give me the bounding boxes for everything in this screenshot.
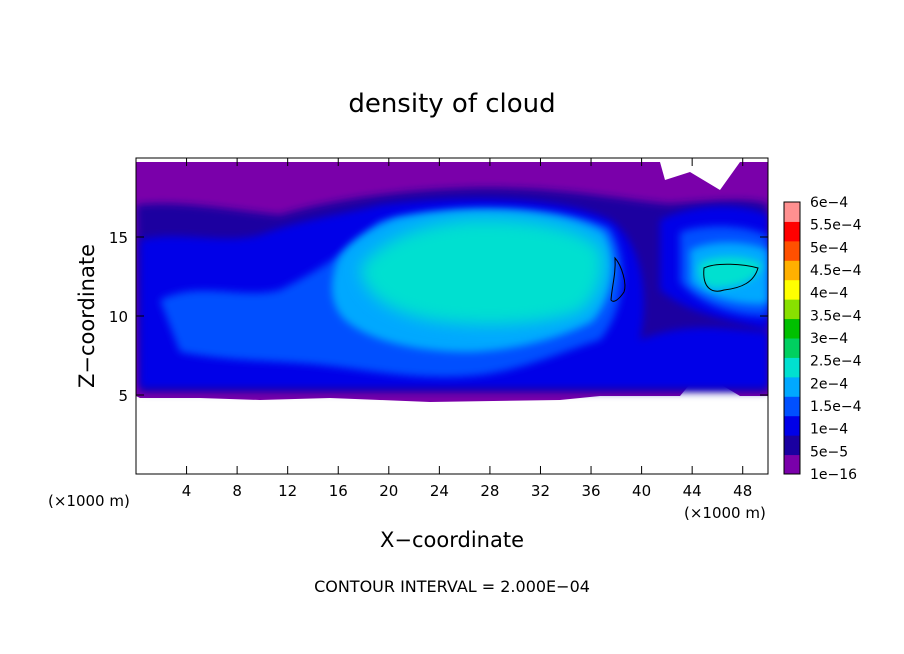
x-axis-ticks: 4 8 12 16 20 24 28 32 36 40 44 48 <box>182 158 752 500</box>
y-axis-label: Z−coordinate <box>75 244 99 388</box>
contour-line-left <box>610 256 626 302</box>
x-tick-label: 16 <box>329 482 348 500</box>
contour-line-right <box>703 263 759 292</box>
x-tick-label: 4 <box>182 482 192 500</box>
x-tick-label: 20 <box>379 482 398 500</box>
chart-title: density of cloud <box>348 89 555 119</box>
colorbar-swatch <box>784 202 800 222</box>
colorbar-swatch <box>784 338 800 358</box>
colorbar-label: 5.5e−4 <box>810 218 862 234</box>
colorbar-swatch <box>784 240 800 261</box>
colorbar-swatch <box>784 435 800 456</box>
plot-area <box>136 158 768 474</box>
x-tick-label: 44 <box>683 482 702 500</box>
colorbar-label: 1e−16 <box>810 467 857 483</box>
colorbar-swatch <box>784 279 800 300</box>
y-axis-ticks: 5 10 15 <box>109 229 768 405</box>
x-tick-label: 28 <box>480 482 499 500</box>
colorbar-swatch <box>784 376 800 397</box>
colorbar-label: 1.5e−4 <box>810 399 862 415</box>
colorbar-label: 4.5e−4 <box>810 263 862 279</box>
x-unit-right: (×1000 m) <box>684 504 766 522</box>
colorbar-label: 1e−4 <box>810 422 848 438</box>
colorbar-swatch <box>784 318 800 339</box>
colorbar-swatch <box>784 415 800 436</box>
x-axis-label: X−coordinate <box>380 528 524 552</box>
colorbar-label: 3e−4 <box>810 331 848 347</box>
colorbar-label: 3.5e−4 <box>810 308 862 324</box>
x-tick-label: 24 <box>430 482 449 500</box>
colorbar-frame <box>783 201 801 475</box>
y-tick-label: 10 <box>109 308 128 326</box>
colorbar-swatch <box>784 260 800 281</box>
x-tick-label: 36 <box>581 482 600 500</box>
y-tick-label: 5 <box>118 387 128 405</box>
colorbar-label: 2e−4 <box>810 376 848 392</box>
x-tick-label: 32 <box>531 482 550 500</box>
x-tick-label: 48 <box>733 482 752 500</box>
colorbar-label: 5e−5 <box>810 444 848 460</box>
colorbar-label: 5e−4 <box>810 240 848 256</box>
colorbar-swatch <box>784 357 800 378</box>
y-tick-label: 15 <box>109 229 128 247</box>
contour-interval-note: CONTOUR INTERVAL = 2.000E−04 <box>314 577 590 596</box>
colorbar-swatch <box>784 221 800 242</box>
colorbar: 1e−16 5e−5 1e−4 1.5e−4 2e−4 2.5e−4 3e−4 3.5e−4 4… <box>783 195 862 483</box>
colorbar-label: 4e−4 <box>810 286 848 302</box>
colorbar-swatch <box>784 299 800 320</box>
colorbar-label: 2.5e−4 <box>810 354 862 370</box>
x-tick-label: 8 <box>232 482 242 500</box>
cloud-core <box>360 219 603 325</box>
x-unit-left: (×1000 m) <box>48 492 130 510</box>
colorbar-swatch <box>784 454 800 475</box>
colorbar-label: 6e−4 <box>810 195 848 211</box>
colorbar-swatch <box>784 396 800 417</box>
x-tick-label: 12 <box>278 482 297 500</box>
x-tick-label: 40 <box>632 482 651 500</box>
